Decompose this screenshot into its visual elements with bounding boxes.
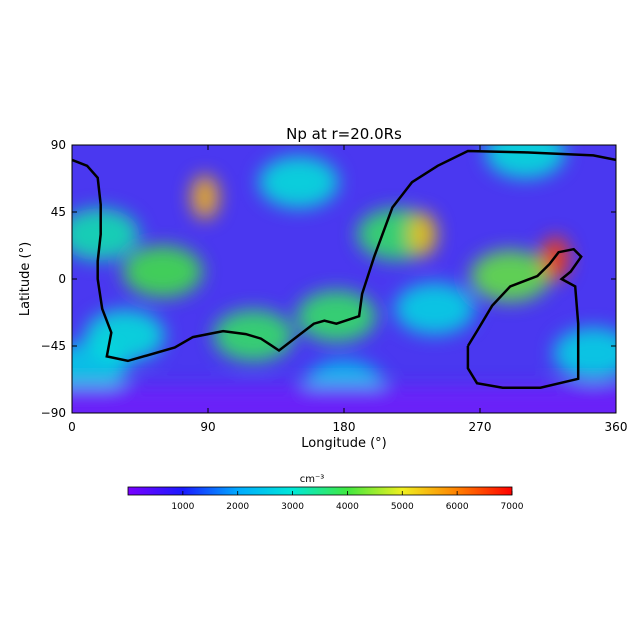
colorbar <box>127 486 513 496</box>
density-feature-5 <box>258 156 339 209</box>
x-tick-label: 360 <box>605 420 628 434</box>
colorbar-ticks: 1000 2000 3000 4000 5000 6000 7000 <box>171 491 524 512</box>
colorbar-tick-label: 6000 <box>446 502 469 512</box>
y-tick-label: 45 <box>51 205 66 219</box>
neutral-line-loop <box>466 247 583 389</box>
density-feature-7 <box>72 208 140 261</box>
density-feature-14 <box>408 212 437 257</box>
density-feature-11 <box>122 245 203 298</box>
y-tick-label: 90 <box>51 138 66 152</box>
density-feature-4 <box>84 309 165 362</box>
y-tick-label: 0 <box>58 272 66 286</box>
y-axis: 90 45 0 −45 −90 <box>41 138 616 420</box>
density-feature-3 <box>553 327 616 380</box>
colorbar-tick-label: 1000 <box>171 502 194 512</box>
x-axis: 0 90 180 270 360 <box>68 145 627 434</box>
colorbar-unit: cm⁻³ <box>300 474 325 485</box>
colorbar-tick-label: 5000 <box>391 502 414 512</box>
plot-area <box>72 145 616 413</box>
colorbar-tick-label: 4000 <box>336 502 359 512</box>
x-tick-label: 0 <box>68 420 76 434</box>
density-feature-9 <box>296 290 377 343</box>
y-axis-label: Latitude (°) <box>18 242 33 316</box>
x-tick-label: 90 <box>200 420 215 434</box>
x-axis-label: Longitude (°) <box>301 436 386 451</box>
x-tick-label: 270 <box>469 420 492 434</box>
density-feature-13 <box>190 175 219 220</box>
density-feature-2 <box>394 282 475 335</box>
colorbar-tick-label: 7000 <box>501 502 524 512</box>
y-tick-label: −90 <box>41 406 66 420</box>
x-tick-label: 180 <box>333 420 356 434</box>
y-tick-label: −45 <box>41 339 66 353</box>
colorbar-tick-label: 3000 <box>281 502 304 512</box>
chart-title: Np at r=20.0Rs <box>286 125 402 143</box>
density-feature-12 <box>470 250 551 303</box>
neutral-line <box>72 149 616 363</box>
colorbar-tick-label: 2000 <box>226 502 249 512</box>
